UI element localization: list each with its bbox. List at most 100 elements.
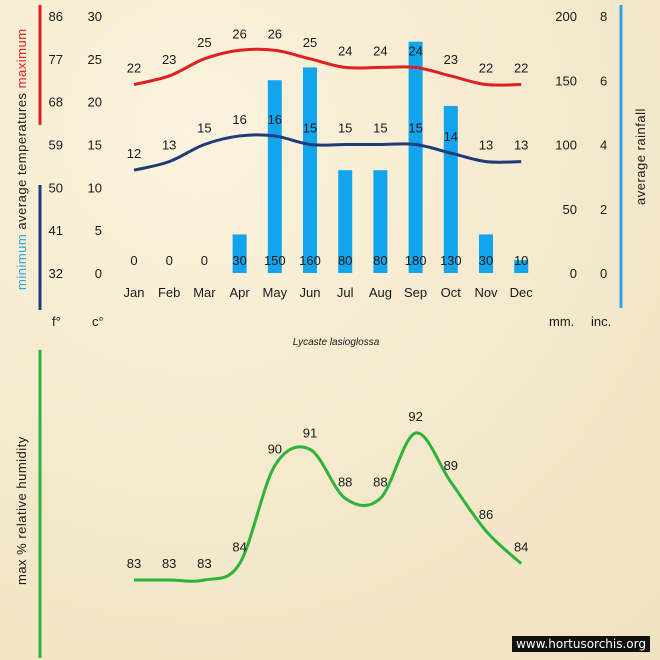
left-title-max: maximum — [14, 28, 29, 88]
tick-celsius: 0 — [95, 266, 102, 281]
left-title-min: minimum — [14, 234, 29, 290]
tick-inches: 0 — [600, 266, 607, 281]
rain-label: 160 — [299, 253, 321, 268]
humidity-label: 91 — [303, 425, 317, 440]
tick-mm: 100 — [555, 138, 577, 153]
min-temp-label: 13 — [479, 138, 493, 153]
x-tick-month: Jul — [337, 285, 354, 300]
species-caption: Lycaste lasioglossa — [293, 337, 380, 348]
rain-label: 130 — [440, 253, 462, 268]
humidity-label: 84 — [232, 540, 246, 555]
max-temp-label: 22 — [514, 61, 528, 76]
min-temp-label: 15 — [408, 121, 422, 136]
min-temp-label: 15 — [373, 121, 387, 136]
tick-celsius: 25 — [88, 52, 102, 67]
tick-celsius: 20 — [88, 95, 102, 110]
tick-fahrenheit: 77 — [49, 52, 63, 67]
min-temp-label: 15 — [338, 121, 352, 136]
x-tick-month: Nov — [474, 285, 498, 300]
min-temp-label: 13 — [162, 138, 176, 153]
tick-inches: 8 — [600, 9, 607, 24]
tick-fahrenheit: 41 — [49, 223, 63, 238]
humidity-label: 89 — [444, 458, 458, 473]
rain-bar — [267, 80, 282, 273]
tick-mm: 0 — [570, 266, 577, 281]
tick-fahrenheit: 32 — [49, 266, 63, 281]
humidity-label: 83 — [162, 556, 176, 571]
humidity-label: 90 — [268, 442, 282, 457]
min-temp-line — [133, 133, 522, 172]
rain-label: 0 — [130, 253, 137, 268]
rain-bar — [373, 170, 388, 273]
max-temp-label: 22 — [127, 61, 141, 76]
x-tick-month: Jan — [124, 285, 145, 300]
max-temp-label: 22 — [479, 61, 493, 76]
min-temp-label: 14 — [444, 129, 458, 144]
max-temp-label: 23 — [162, 52, 176, 67]
tick-fahrenheit: 59 — [49, 138, 63, 153]
humidity-label: 83 — [127, 556, 141, 571]
humidity-axis-title: max % relative humidity — [14, 436, 29, 585]
rain-label: 30 — [479, 253, 493, 268]
tick-fahrenheit: 50 — [49, 180, 63, 195]
rain-label: 30 — [232, 253, 246, 268]
tick-inches: 4 — [600, 138, 607, 153]
tick-inches: 6 — [600, 73, 607, 88]
tick-mm: 150 — [555, 73, 577, 88]
left-title-temp: temperatures — [14, 92, 29, 175]
rain-label: 150 — [264, 253, 286, 268]
left-title-avg: average — [14, 179, 29, 229]
x-tick-month: Dec — [510, 285, 534, 300]
tick-celsius: 5 — [95, 223, 102, 238]
tick-mm: 50 — [563, 202, 577, 217]
left-axis-title: minimum average temperatures maximum — [14, 28, 29, 290]
min-temp-label: 13 — [514, 138, 528, 153]
x-tick-month: Oct — [441, 285, 462, 300]
tick-inches: 2 — [600, 202, 607, 217]
max-temp-label: 25 — [303, 35, 317, 50]
unit-mm: mm. — [549, 314, 574, 329]
min-temp-label: 16 — [268, 112, 282, 127]
max-temp-label: 26 — [232, 26, 246, 41]
min-temp-label: 15 — [197, 121, 211, 136]
x-tick-month: Apr — [229, 285, 250, 300]
min-temp-label: 12 — [127, 146, 141, 161]
max-temp-label: 24 — [408, 43, 422, 58]
tick-celsius: 30 — [88, 9, 102, 24]
max-temp-line — [133, 47, 522, 87]
humidity-label: 84 — [514, 540, 528, 555]
humidity-label: 83 — [197, 556, 211, 571]
rain-label: 10 — [514, 253, 528, 268]
right-axis-title: average rainfall — [633, 108, 648, 205]
humidity-line — [134, 431, 523, 583]
x-tick-month: Aug — [369, 285, 392, 300]
x-tick-month: Sep — [404, 285, 427, 300]
x-tick-month: Mar — [193, 285, 216, 300]
max-temp-label: 26 — [268, 26, 282, 41]
rain-bar — [338, 170, 353, 273]
rain-bar — [514, 260, 529, 273]
rain-bar — [479, 234, 493, 273]
x-tick-month: Jun — [300, 285, 321, 300]
tick-celsius: 15 — [88, 138, 102, 153]
max-temp-label: 24 — [373, 43, 387, 58]
tick-fahrenheit: 86 — [49, 9, 63, 24]
tick-mm: 200 — [555, 9, 577, 24]
humidity-label: 86 — [479, 507, 493, 522]
rain-label: 0 — [201, 253, 208, 268]
unit-celsius: c° — [92, 314, 104, 329]
humidity-label: 88 — [373, 474, 387, 489]
tick-celsius: 10 — [88, 180, 102, 195]
rain-label: 80 — [373, 253, 387, 268]
rain-label: 0 — [166, 253, 173, 268]
min-temp-label: 16 — [232, 112, 246, 127]
rain-bar — [443, 105, 458, 273]
humidity-label: 88 — [338, 474, 352, 489]
x-tick-month: Feb — [158, 285, 180, 300]
max-temp-label: 24 — [338, 43, 352, 58]
unit-inches: inc. — [591, 314, 611, 329]
rain-bar — [303, 67, 317, 274]
max-temp-label: 25 — [197, 35, 211, 50]
